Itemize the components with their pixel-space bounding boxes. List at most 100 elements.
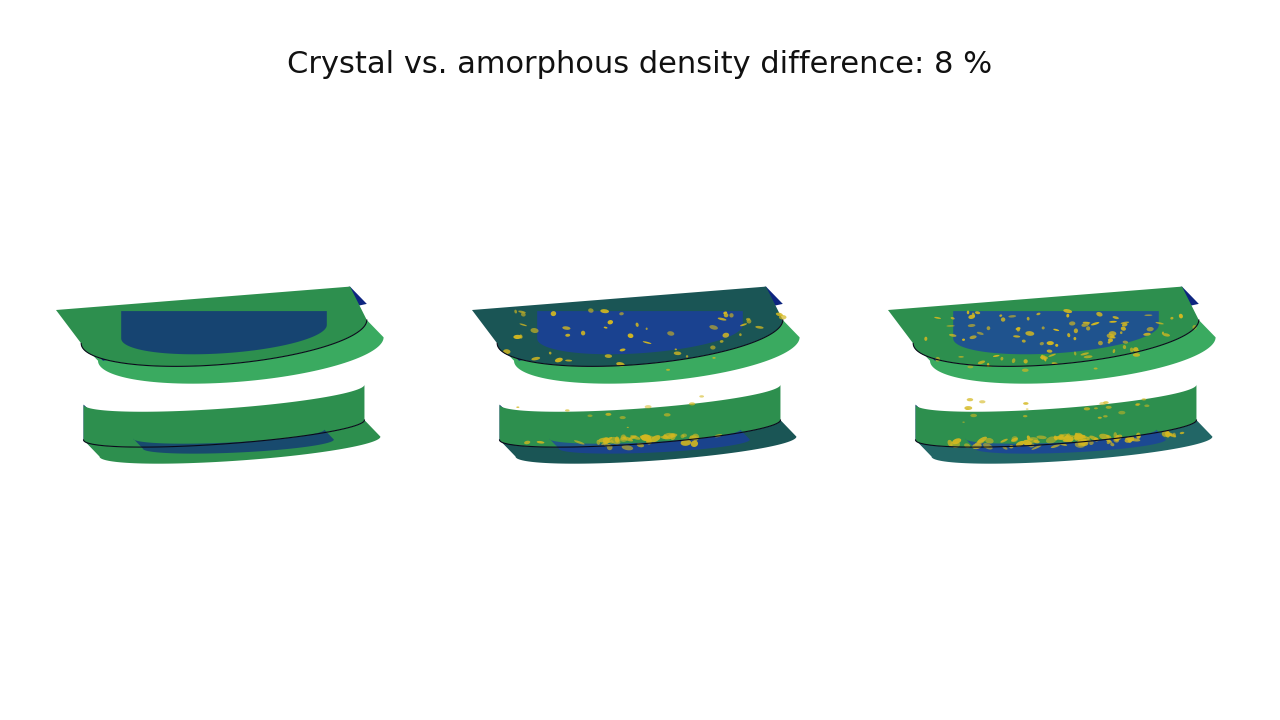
Ellipse shape xyxy=(1074,436,1085,440)
Ellipse shape xyxy=(566,359,572,361)
Ellipse shape xyxy=(1114,437,1119,443)
Ellipse shape xyxy=(1133,353,1140,356)
Ellipse shape xyxy=(1027,317,1029,320)
Ellipse shape xyxy=(1125,436,1134,443)
Ellipse shape xyxy=(1074,328,1078,333)
Ellipse shape xyxy=(1080,441,1087,445)
Ellipse shape xyxy=(1193,325,1197,330)
Ellipse shape xyxy=(641,435,649,441)
Ellipse shape xyxy=(969,336,977,339)
Ellipse shape xyxy=(714,434,722,437)
Ellipse shape xyxy=(1110,336,1116,338)
Ellipse shape xyxy=(755,326,764,329)
Ellipse shape xyxy=(627,427,628,428)
Ellipse shape xyxy=(946,325,955,327)
Ellipse shape xyxy=(636,323,639,327)
Ellipse shape xyxy=(968,324,975,327)
Ellipse shape xyxy=(1110,321,1117,323)
Ellipse shape xyxy=(1176,332,1179,333)
Ellipse shape xyxy=(605,413,612,416)
Ellipse shape xyxy=(1114,435,1123,441)
Ellipse shape xyxy=(1080,438,1087,443)
Ellipse shape xyxy=(1123,341,1128,343)
Ellipse shape xyxy=(1106,439,1112,443)
Ellipse shape xyxy=(1059,433,1069,440)
Ellipse shape xyxy=(1065,436,1074,438)
Ellipse shape xyxy=(1062,438,1073,441)
Ellipse shape xyxy=(1002,446,1007,449)
Ellipse shape xyxy=(1047,345,1052,347)
Ellipse shape xyxy=(1123,323,1128,327)
Ellipse shape xyxy=(531,357,540,361)
Ellipse shape xyxy=(1121,322,1129,324)
Ellipse shape xyxy=(1123,345,1126,349)
Ellipse shape xyxy=(639,336,645,339)
Ellipse shape xyxy=(1053,436,1065,440)
Ellipse shape xyxy=(1100,433,1110,440)
Ellipse shape xyxy=(1070,437,1074,441)
Ellipse shape xyxy=(1074,337,1076,341)
Ellipse shape xyxy=(620,437,627,442)
Ellipse shape xyxy=(979,400,986,403)
Ellipse shape xyxy=(602,441,611,445)
Ellipse shape xyxy=(723,313,728,318)
Ellipse shape xyxy=(682,433,687,437)
Ellipse shape xyxy=(607,444,613,450)
Ellipse shape xyxy=(1075,441,1085,448)
Ellipse shape xyxy=(699,395,704,397)
Ellipse shape xyxy=(1166,432,1176,438)
Ellipse shape xyxy=(997,348,1001,351)
Ellipse shape xyxy=(1078,439,1084,445)
Ellipse shape xyxy=(977,332,983,335)
Ellipse shape xyxy=(712,357,716,359)
Ellipse shape xyxy=(1084,356,1093,359)
Ellipse shape xyxy=(645,328,648,330)
Ellipse shape xyxy=(1024,443,1028,445)
Ellipse shape xyxy=(1082,438,1091,443)
Ellipse shape xyxy=(1179,314,1183,318)
Ellipse shape xyxy=(1135,404,1139,406)
Ellipse shape xyxy=(1087,436,1091,440)
Polygon shape xyxy=(499,405,516,455)
Ellipse shape xyxy=(1043,356,1046,361)
Ellipse shape xyxy=(1082,441,1088,446)
Ellipse shape xyxy=(653,348,655,349)
Ellipse shape xyxy=(1029,444,1034,447)
Ellipse shape xyxy=(1162,431,1169,437)
Ellipse shape xyxy=(1024,359,1028,364)
Ellipse shape xyxy=(628,436,636,440)
Ellipse shape xyxy=(636,443,644,447)
Ellipse shape xyxy=(722,333,730,338)
Ellipse shape xyxy=(975,311,980,314)
Ellipse shape xyxy=(1023,402,1029,405)
Ellipse shape xyxy=(611,437,621,444)
Ellipse shape xyxy=(1108,331,1116,336)
Ellipse shape xyxy=(1079,435,1089,438)
Ellipse shape xyxy=(716,347,721,350)
Ellipse shape xyxy=(992,360,1000,364)
Ellipse shape xyxy=(1133,347,1138,351)
Ellipse shape xyxy=(1001,357,1004,361)
Ellipse shape xyxy=(604,327,608,328)
Ellipse shape xyxy=(1011,436,1018,442)
Ellipse shape xyxy=(1055,344,1059,347)
Ellipse shape xyxy=(643,435,654,438)
Ellipse shape xyxy=(1100,402,1106,405)
Polygon shape xyxy=(538,311,742,354)
Ellipse shape xyxy=(1143,325,1149,328)
Ellipse shape xyxy=(983,443,993,449)
Ellipse shape xyxy=(954,348,960,351)
Ellipse shape xyxy=(1098,417,1102,419)
Ellipse shape xyxy=(1094,438,1098,441)
Ellipse shape xyxy=(1107,439,1111,444)
Ellipse shape xyxy=(620,416,626,419)
Ellipse shape xyxy=(964,444,970,448)
Ellipse shape xyxy=(959,356,964,358)
Ellipse shape xyxy=(1034,357,1037,358)
Ellipse shape xyxy=(952,442,960,448)
Ellipse shape xyxy=(1172,433,1176,437)
Ellipse shape xyxy=(1066,314,1069,318)
Ellipse shape xyxy=(1135,403,1140,405)
Polygon shape xyxy=(965,430,1166,454)
Ellipse shape xyxy=(1020,349,1024,351)
